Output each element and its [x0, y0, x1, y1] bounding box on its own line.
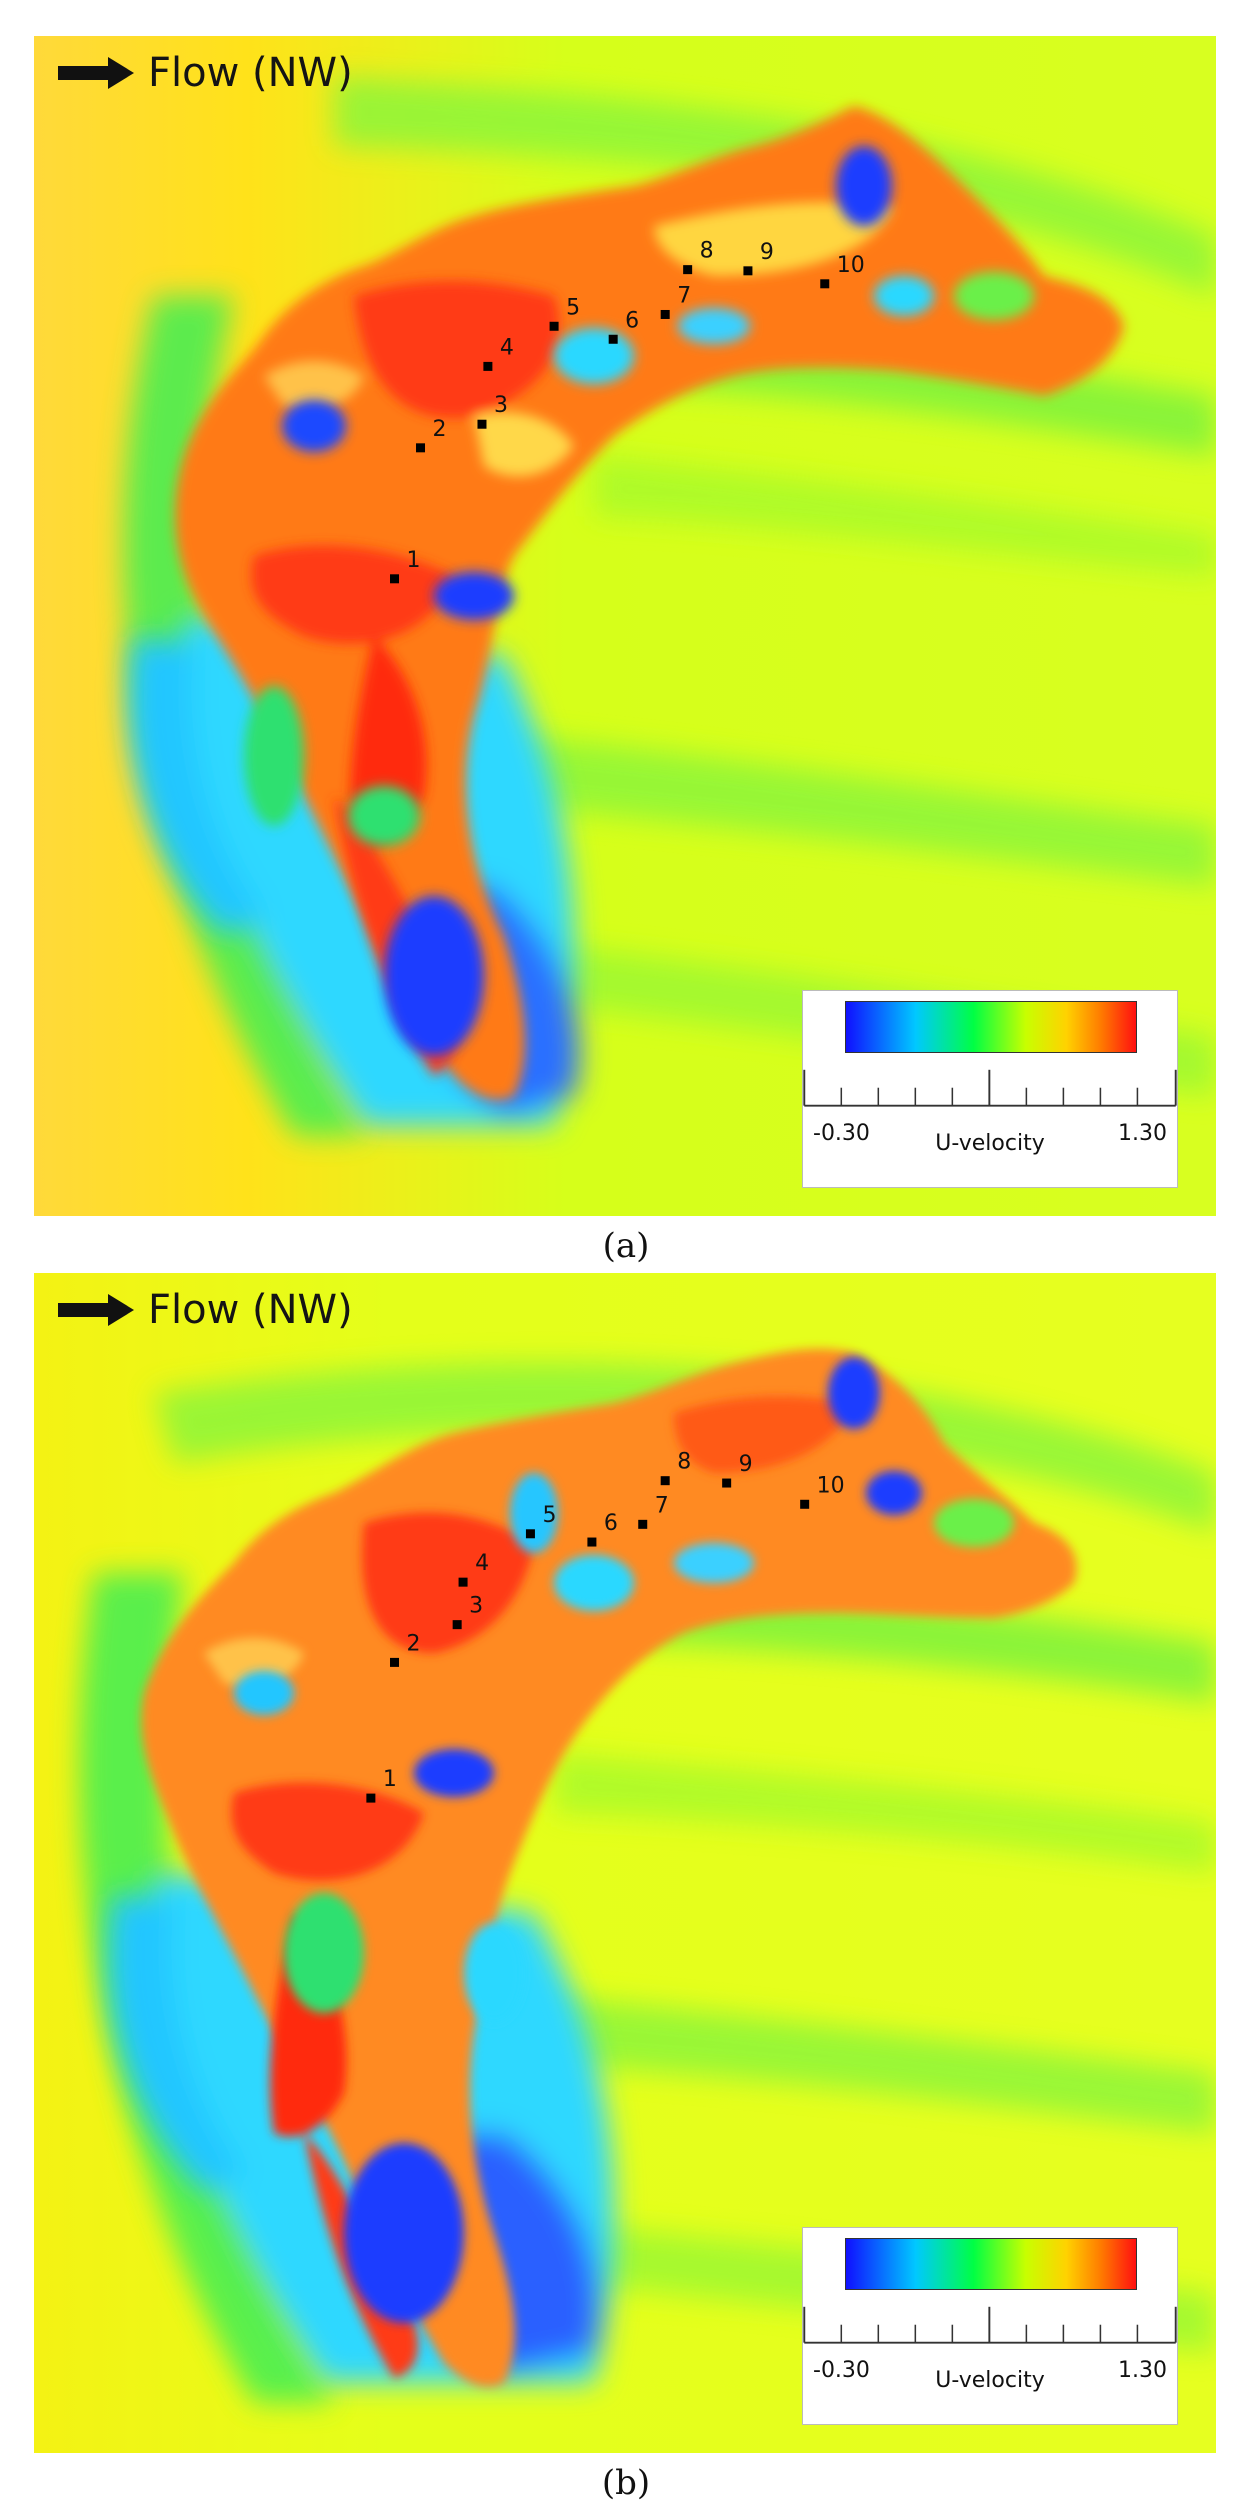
colorbar-ticks — [803, 1069, 1177, 1107]
arrow-right-icon — [58, 1294, 134, 1326]
velocity-field-a: 1 2 3 4 5 6 78 9 10 — [34, 36, 1216, 1216]
flow-label: Flow (NW) — [148, 50, 353, 96]
flow-label: Flow (NW) — [148, 1287, 353, 1333]
colorbar — [845, 1001, 1137, 1053]
measurement-point-label: 7 — [655, 1493, 669, 1518]
color-legend: -0.30 U-velocity 1.30 — [802, 990, 1178, 1188]
measurement-point-label: 10 — [837, 253, 865, 278]
measurement-point-label: 9 — [739, 1452, 753, 1477]
measurement-point-label: 8 — [677, 1450, 691, 1475]
legend-title: U-velocity — [935, 1131, 1045, 1156]
measurement-point-label: 3 — [469, 1594, 483, 1619]
measurement-point-marker — [477, 419, 487, 429]
measurement-point-marker — [660, 309, 670, 319]
colorbar-ticks — [803, 2306, 1177, 2344]
flow-direction: Flow (NW) — [56, 50, 353, 96]
measurement-point-marker — [722, 1478, 732, 1488]
measurement-point-marker — [800, 1499, 810, 1509]
measurement-point-marker — [660, 1476, 670, 1486]
flow-direction: Flow (NW) — [56, 1287, 353, 1333]
measurement-points-b: 1 2 3 4 5 6 78 9 10 — [366, 1450, 845, 1803]
measurement-point-label: 4 — [500, 335, 514, 360]
panel-a: 1 2 3 4 5 6 7 8 9 10 Flow (NW) -0.30 U-velocity 1… — [34, 36, 1216, 1216]
measurement-point-label: 5 — [542, 1503, 556, 1528]
color-legend: -0.30 U-velocity 1.30 — [802, 2227, 1178, 2425]
measurement-point-label: 4 — [475, 1551, 489, 1576]
measurement-point-marker — [525, 1529, 535, 1539]
measurement-point-label: 1 — [383, 1767, 397, 1792]
measurement-point-marker — [608, 334, 618, 344]
measurement-point-marker — [587, 1537, 597, 1547]
measurement-point-marker — [366, 1793, 376, 1803]
legend-min-label: -0.30 — [813, 1121, 870, 1146]
measurement-point-label: 2 — [407, 1631, 421, 1656]
measurement-point-label: 8 — [700, 239, 714, 264]
measurement-point-marker — [820, 279, 830, 289]
legend-title: U-velocity — [935, 2368, 1045, 2393]
measurement-point-marker — [390, 1657, 400, 1667]
colorbar — [845, 2238, 1137, 2290]
measurement-points-a: 1 2 3 4 5 6 78 9 10 — [390, 239, 865, 584]
measurement-point-marker — [452, 1620, 462, 1630]
measurement-point-label: 5 — [566, 295, 580, 320]
measurement-point-marker — [683, 265, 693, 275]
measurement-point-marker — [638, 1519, 648, 1529]
measurement-point-label: 10 — [817, 1473, 845, 1498]
caption-a: (a) — [602, 1226, 650, 1266]
measurement-point-label: 6 — [604, 1511, 618, 1536]
measurement-point-label: 9 — [760, 240, 774, 265]
measurement-point-marker — [483, 361, 493, 371]
legend-max-label: 1.30 — [1118, 2358, 1167, 2383]
legend-min-label: -0.30 — [813, 2358, 870, 2383]
caption-b: (b) — [601, 2463, 651, 2503]
measurement-point-label: 1 — [407, 548, 421, 573]
measurement-point-marker — [743, 266, 753, 276]
measurement-point-label: 7 — [677, 283, 691, 308]
measurement-point-label: 6 — [625, 308, 639, 333]
arrow-right-icon — [58, 57, 134, 89]
panel-b: 1 2 3 4 5 6 7 8 9 10 Flow (NW) -0.30 U-velocity 1… — [34, 1273, 1216, 2453]
measurement-point-marker — [458, 1577, 468, 1587]
measurement-point-label: 2 — [433, 417, 447, 442]
measurement-point-marker — [390, 574, 400, 584]
measurement-point-label: 3 — [494, 393, 508, 418]
measurement-point-marker — [549, 321, 559, 331]
legend-max-label: 1.30 — [1118, 1121, 1167, 1146]
measurement-point-marker — [416, 443, 426, 453]
